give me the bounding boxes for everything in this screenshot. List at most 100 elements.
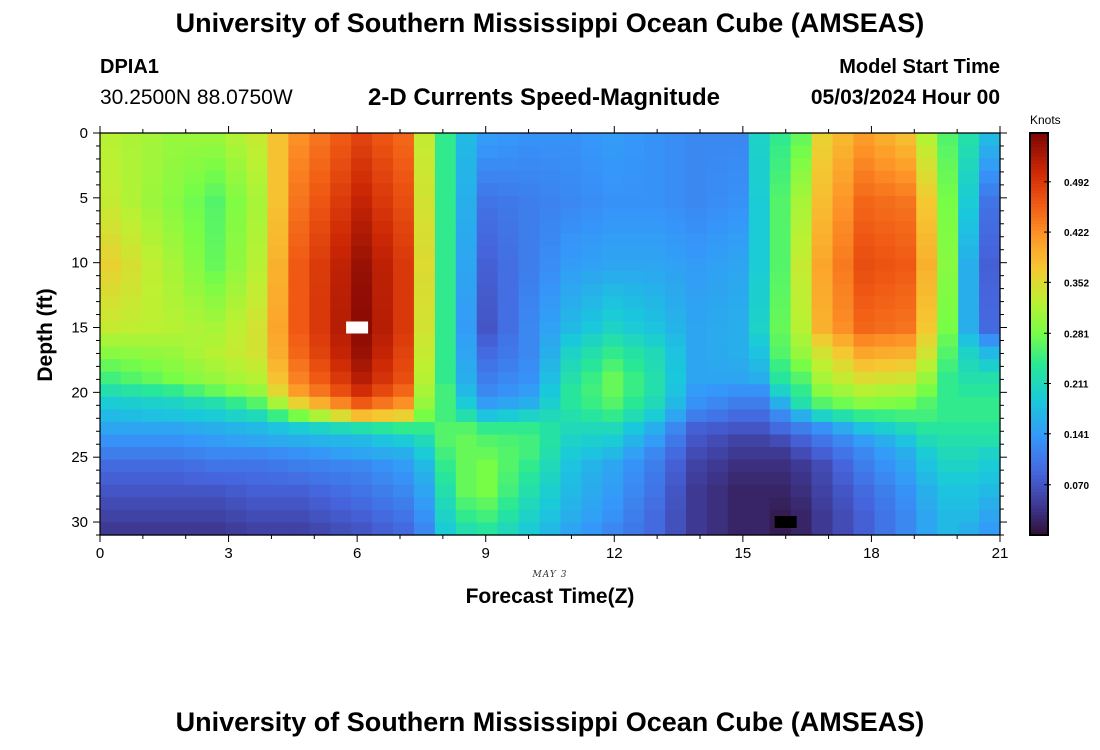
heatmap-cell	[895, 133, 917, 147]
heatmap-cell	[623, 509, 645, 524]
colorbar-segment	[1030, 387, 1048, 392]
heatmap-cell	[853, 522, 876, 536]
colorbar-segment	[1030, 481, 1048, 486]
heatmap-cell	[853, 509, 876, 524]
colorbar-segment	[1030, 488, 1048, 493]
heatmap-cell	[267, 158, 289, 172]
heatmap-cell	[623, 283, 645, 297]
heatmap-cell	[497, 158, 520, 172]
heatmap-cell	[686, 509, 708, 524]
heatmap-cell	[518, 346, 541, 360]
station-id: DPIA1	[100, 56, 159, 78]
heatmap-cell	[204, 522, 227, 536]
heatmap-cell	[288, 484, 310, 498]
heatmap-cell	[623, 183, 645, 197]
heatmap-cell	[979, 371, 1001, 385]
model-start-value: 05/03/2024 Hour 00	[810, 86, 1000, 109]
heatmap-cell	[602, 484, 624, 498]
station-coordinates: 30.2500N 88.0750W	[100, 86, 293, 109]
heatmap-cell	[162, 346, 185, 360]
heatmap-cell	[100, 472, 122, 486]
heatmap-cell	[874, 308, 896, 323]
heatmap-cell	[141, 220, 164, 235]
heatmap-cell	[100, 195, 122, 209]
heatmap-cell	[330, 484, 352, 498]
heatmap-cell	[204, 246, 227, 260]
heatmap-cell	[225, 133, 248, 147]
heatmap-cell	[476, 384, 499, 398]
heatmap-cell	[288, 346, 310, 360]
heatmap-cell	[497, 334, 520, 348]
heatmap-cell	[120, 384, 143, 398]
heatmap-cell	[497, 308, 520, 323]
heatmap-cell	[497, 371, 520, 385]
heatmap-cell	[560, 170, 582, 184]
heatmap-cell	[937, 133, 959, 147]
heatmap-cell	[162, 421, 185, 436]
heatmap-cell	[225, 183, 248, 197]
heatmap-cell	[162, 133, 185, 147]
heatmap-cell	[455, 308, 478, 323]
colorbar-segment	[1030, 424, 1048, 429]
heatmap-cell	[937, 158, 959, 172]
heatmap-cell	[497, 195, 520, 209]
heatmap-cell	[518, 321, 541, 335]
heatmap-cell	[372, 220, 394, 235]
heatmap-cell	[706, 145, 729, 159]
heatmap-cell	[330, 447, 352, 461]
heatmap-cell	[309, 233, 331, 247]
heatmap-cell	[518, 145, 541, 159]
heatmap-cell	[895, 522, 917, 536]
heatmap-cell	[874, 409, 896, 423]
heatmap-cell	[518, 283, 541, 297]
heatmap-cell	[539, 434, 562, 448]
heatmap-cell	[832, 509, 855, 524]
heatmap-cell	[748, 459, 771, 473]
heatmap-cell	[748, 334, 771, 348]
heatmap-cell	[769, 434, 792, 448]
heatmap-cell	[288, 296, 310, 310]
heatmap-cell	[518, 271, 541, 285]
heatmap-cell	[539, 246, 562, 260]
heatmap-cell	[434, 308, 457, 323]
heatmap-cell	[309, 133, 331, 147]
heatmap-cell	[686, 472, 708, 486]
heatmap-cell	[916, 246, 938, 260]
x-tick-label: 3	[224, 545, 232, 562]
colorbar-segment	[1030, 270, 1048, 275]
heatmap-cell	[790, 396, 813, 410]
heatmap-cell	[874, 346, 896, 360]
heatmap-cell	[141, 183, 164, 197]
heatmap-cell	[560, 459, 582, 473]
heatmap-cell	[706, 220, 729, 235]
heatmap-cell	[916, 133, 938, 147]
colorbar-segment	[1030, 290, 1048, 295]
heatmap-cell	[686, 195, 708, 209]
heatmap-cell	[141, 321, 164, 335]
heatmap-cell	[790, 246, 813, 260]
heatmap-cell	[183, 346, 206, 360]
heatmap-cell	[748, 447, 771, 461]
heatmap-cell	[476, 434, 499, 448]
heatmap-cell	[141, 145, 164, 159]
heatmap-cell	[518, 258, 541, 272]
heatmap-cell	[790, 459, 813, 473]
heatmap-cell	[162, 484, 185, 498]
heatmap-cell	[706, 183, 729, 197]
heatmap-cell	[183, 484, 206, 498]
heatmap-cell	[267, 296, 289, 310]
heatmap-cell	[497, 459, 520, 473]
heatmap-cell	[497, 472, 520, 486]
heatmap-cell	[958, 409, 980, 423]
heatmap-cell	[141, 359, 164, 373]
heatmap-cell	[644, 334, 666, 348]
heatmap-cell	[874, 371, 896, 385]
heatmap-cell	[665, 346, 687, 360]
heatmap-cell	[686, 434, 708, 448]
heatmap-cell	[372, 233, 394, 247]
heatmap-cell	[204, 396, 227, 410]
heatmap-cell	[958, 384, 980, 398]
colorbar-segment	[1030, 427, 1048, 432]
heatmap-cell	[267, 421, 289, 436]
heatmap-cell	[100, 296, 122, 310]
